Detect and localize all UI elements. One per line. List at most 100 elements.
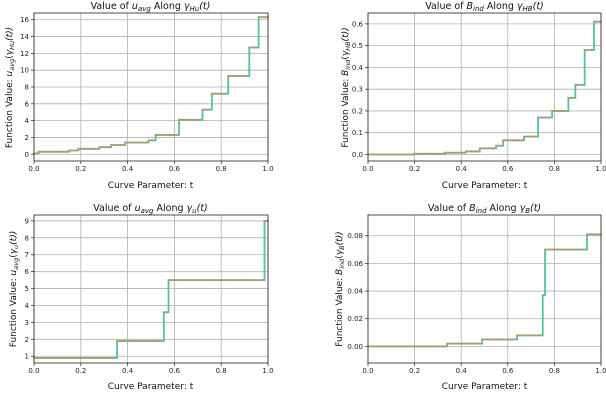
data-point xyxy=(58,356,61,360)
data-point xyxy=(592,20,596,23)
data-point xyxy=(58,150,61,153)
data-point xyxy=(576,83,579,86)
y-tick-label: 0.4 xyxy=(352,64,364,72)
data-point xyxy=(55,356,59,360)
data-point xyxy=(100,146,103,149)
data-point xyxy=(72,149,75,152)
data-point xyxy=(483,338,486,341)
data-point xyxy=(569,248,572,251)
x-tick-label: 0.4 xyxy=(456,165,468,173)
data-point xyxy=(383,153,386,156)
data-point xyxy=(462,342,465,345)
data-point xyxy=(112,143,115,147)
data-point xyxy=(174,279,177,282)
y-tick-label: 12 xyxy=(20,50,29,58)
data-point xyxy=(115,339,119,343)
data-point xyxy=(239,279,243,282)
data-point xyxy=(453,342,456,345)
data-point xyxy=(139,339,142,343)
data-point xyxy=(42,356,45,360)
data-point xyxy=(242,279,245,282)
data-point xyxy=(574,248,577,251)
data-point xyxy=(245,74,249,78)
data-point xyxy=(397,153,400,156)
data-point xyxy=(258,279,261,282)
data-point xyxy=(110,143,113,147)
data-point xyxy=(206,108,209,111)
data-point xyxy=(518,139,521,142)
panel-3-title: Value of Bind Along γB(t) xyxy=(428,203,541,215)
x-tick-label: 0.8 xyxy=(549,165,560,173)
data-point xyxy=(254,279,257,282)
data-point xyxy=(464,342,467,345)
data-point xyxy=(525,135,528,138)
y-tick-label: 8 xyxy=(25,84,29,92)
data-point xyxy=(229,74,232,78)
data-point xyxy=(145,141,148,144)
data-point xyxy=(234,74,237,78)
y-tick-label: 0.06 xyxy=(347,260,363,268)
data-point xyxy=(223,279,226,282)
y-tick-label: 5 xyxy=(25,285,29,293)
data-point xyxy=(227,74,230,78)
data-point xyxy=(478,342,481,345)
x-tick-label: 0.2 xyxy=(409,165,420,173)
data-point xyxy=(37,356,40,360)
data-point xyxy=(404,345,407,348)
data-point xyxy=(583,248,586,251)
data-point xyxy=(509,338,512,341)
data-point xyxy=(490,147,493,150)
data-point xyxy=(488,147,491,150)
data-point xyxy=(387,345,391,348)
data-point xyxy=(183,279,187,282)
data-point xyxy=(185,118,188,121)
data-point xyxy=(516,139,519,142)
panel-0-ylabel: Function Value: uavg(γHu(t)) xyxy=(5,27,16,148)
data-point xyxy=(476,342,479,345)
data-point xyxy=(213,92,216,95)
data-point xyxy=(232,279,236,282)
data-point xyxy=(439,152,442,155)
data-point xyxy=(429,345,433,348)
data-point xyxy=(196,118,199,121)
data-point xyxy=(443,151,446,154)
data-point xyxy=(429,152,433,155)
data-point xyxy=(513,338,516,341)
y-tick-label: 0.04 xyxy=(347,288,363,296)
data-point xyxy=(113,356,116,360)
data-point xyxy=(425,152,428,155)
data-point xyxy=(67,356,70,360)
data-point xyxy=(77,147,80,150)
data-point xyxy=(376,153,379,156)
data-point xyxy=(231,74,234,78)
data-point xyxy=(162,311,165,314)
data-point xyxy=(569,96,572,99)
x-tick-label: 1.0 xyxy=(595,165,606,173)
data-point xyxy=(420,345,423,348)
data-point xyxy=(536,334,540,337)
data-point xyxy=(216,279,219,282)
data-point xyxy=(82,147,85,150)
data-point xyxy=(532,334,535,337)
data-point xyxy=(590,233,593,236)
data-point xyxy=(175,133,178,137)
data-point xyxy=(201,108,204,111)
panel-1-ylabel: Function Value: Bind(γHB(t)) xyxy=(341,27,352,147)
data-point xyxy=(230,279,233,282)
data-point xyxy=(427,152,430,155)
data-point xyxy=(471,342,474,345)
data-point xyxy=(422,345,426,348)
data-point xyxy=(168,133,171,137)
data-point xyxy=(380,153,384,156)
data-point xyxy=(224,92,227,95)
data-point xyxy=(571,96,575,99)
data-point xyxy=(504,338,507,341)
x-tick-label: 0.2 xyxy=(409,367,420,375)
data-point xyxy=(439,345,442,348)
data-point xyxy=(597,20,600,23)
data-point xyxy=(399,345,402,348)
data-point xyxy=(555,248,558,251)
data-point xyxy=(225,279,229,282)
data-point xyxy=(411,153,414,156)
panel-2-xlabel: Curve Parameter: t xyxy=(108,382,194,392)
